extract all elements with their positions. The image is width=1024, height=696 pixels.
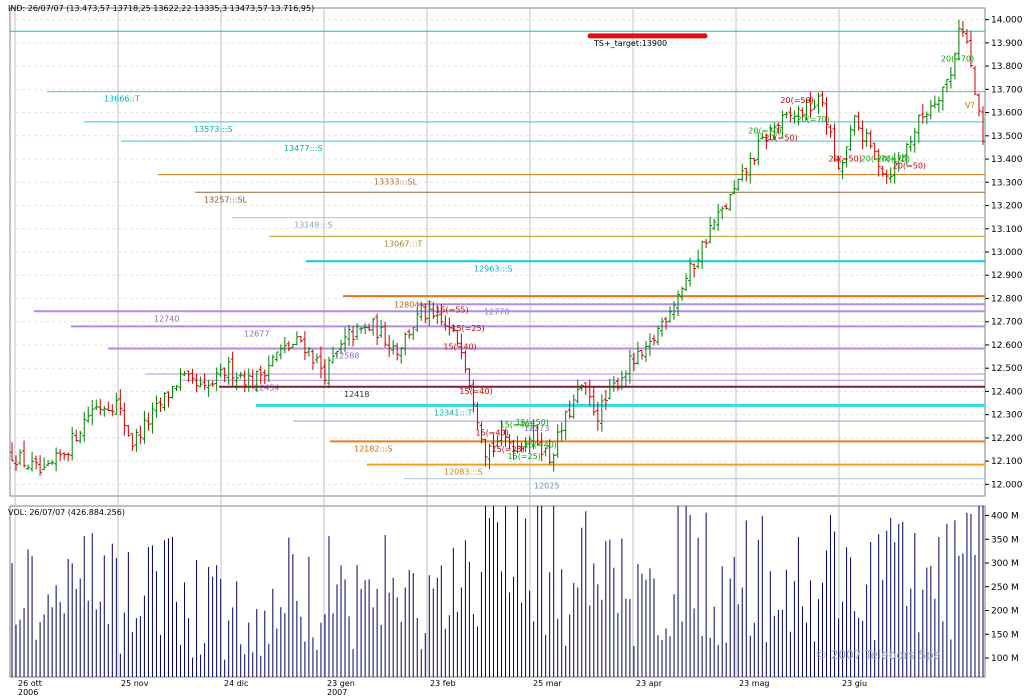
price-tick-label: 14.000 [991, 16, 1023, 26]
price-tick-label: 13.100 [991, 225, 1023, 235]
signal-label: 20(=70) [861, 154, 894, 163]
level-label: 12341:::T [434, 408, 473, 417]
signal-label: 15(=40) [500, 420, 533, 429]
date-tick-label: 23 apr [636, 679, 663, 688]
volume-tick-label: 250 M [991, 583, 1019, 593]
level-label: 12740 [154, 314, 179, 323]
level-label: 12588 [334, 351, 359, 360]
signal-label: 15(=25) [451, 324, 484, 333]
signal-label: 15(=40) [459, 387, 492, 396]
signal-label: V? [965, 101, 975, 110]
level-label: 12273 [524, 424, 549, 433]
axes: 14.000 13.900 13.800 13.700 13.600 13.500 13.4… [18, 16, 1023, 696]
price-tick-label: 12.200 [991, 434, 1023, 444]
price-tick-label: 12.500 [991, 364, 1023, 374]
level-label: 13257:::SL [204, 195, 248, 204]
level-label: 12083:::S [444, 468, 483, 477]
price-tick-label: 13.200 [991, 202, 1023, 212]
price-tick-label: 12.700 [991, 318, 1023, 328]
signal-label: 20(=50) [829, 154, 862, 163]
signal-label: 15(=25) [492, 445, 525, 454]
date-tick-label: 24 dic [224, 679, 248, 688]
signal-label: 15(=40) [475, 429, 508, 438]
copyright-watermark: © 2007 Telebors Spa [815, 648, 942, 662]
level-label: 12677 [244, 329, 269, 338]
price-tick-label: 13.900 [991, 39, 1023, 49]
level-label: 12025 [534, 482, 559, 491]
volume-tick-label: 400 M [991, 512, 1019, 522]
volume-bars [11, 506, 984, 677]
signal-label: 15(=40) [524, 440, 557, 449]
level-label: 13573:::S [194, 125, 233, 134]
volume-tick-label: 200 M [991, 607, 1019, 617]
signal-label: 20(=70) [796, 115, 829, 124]
signal-labels: 15(=55)15(=40)15(=25)15(=40)15(=40)15(=2… [435, 54, 974, 460]
date-tick-year: 2007 [327, 688, 347, 696]
level-label: 13067:::T [384, 239, 423, 248]
level-label: 12418 [344, 390, 369, 399]
date-tick-label: 23 giu [842, 679, 867, 688]
level-label: 12804:::T [394, 301, 433, 310]
signal-label: 20(=70) [748, 126, 781, 135]
price-tick-label: 12.600 [991, 341, 1023, 351]
volume-tick-label: 100 M [991, 654, 1019, 664]
signal-label: 15(=50) [516, 418, 549, 427]
date-tick-label: 26 ott [18, 679, 42, 688]
target-marker: TS+_target:13900 [587, 33, 708, 48]
price-tick-label: 13.800 [991, 62, 1023, 72]
signal-label: 15(=25) [508, 452, 541, 461]
date-tick-label: 25 nov [121, 679, 149, 688]
signal-label: 20(=70) [877, 154, 910, 163]
level-label: 12182:::S [354, 444, 393, 453]
price-tick-label: 13.300 [991, 178, 1023, 188]
date-tick-label: 23 gen [327, 679, 355, 688]
price-tick-label: 13.600 [991, 109, 1023, 119]
signal-label: 15(=40) [443, 343, 476, 352]
price-tick-label: 12.000 [991, 480, 1023, 490]
volume-header: VOL: 26/07/07 (426.884.256) [8, 508, 125, 517]
price-header: IND: 26/07/07 (13.473,57 13718,25 13622,… [8, 4, 315, 13]
volume-tick-label: 350 M [991, 535, 1019, 545]
price-tick-label: 13.000 [991, 248, 1023, 258]
date-tick-label: 23 mag [739, 679, 770, 688]
price-bars [10, 19, 985, 476]
signal-label: 20(=50) [893, 161, 926, 170]
price-tick-label: 12.800 [991, 294, 1023, 304]
level-label: 12963:::S [474, 264, 513, 273]
level-label: 13148:::S [294, 221, 333, 230]
price-tick-label: 12.900 [991, 271, 1023, 281]
level-label: 13333:::SL [374, 178, 418, 187]
price-tick-label: 12.400 [991, 387, 1023, 397]
level-label: 13666::T [104, 95, 140, 104]
volume-tick-label: 300 M [991, 559, 1019, 569]
price-tick-label: 12.300 [991, 411, 1023, 421]
volume-tick-label: 150 M [991, 630, 1019, 640]
date-tick-label: 23 feb [430, 679, 456, 688]
level-lines: 13666::T13573:::S13477:::S13333:::SL1325… [10, 30, 985, 491]
signal-label: 20(=50) [764, 134, 797, 143]
price-tick-label: 13.700 [991, 85, 1023, 95]
date-tick-year: 2006 [18, 688, 38, 696]
signal-label: 20(=50) [780, 96, 813, 105]
target-label: TS+_target:13900 [593, 39, 667, 48]
price-tick-label: 13.400 [991, 155, 1023, 165]
date-tick-label: 25 mar [533, 679, 562, 688]
level-label: 13477:::S [284, 144, 323, 153]
price-tick-label: 12.100 [991, 457, 1023, 467]
signal-label: 20(=70) [941, 54, 974, 63]
signal-label: 15(=55) [435, 305, 468, 314]
price-tick-label: 13.500 [991, 132, 1023, 142]
